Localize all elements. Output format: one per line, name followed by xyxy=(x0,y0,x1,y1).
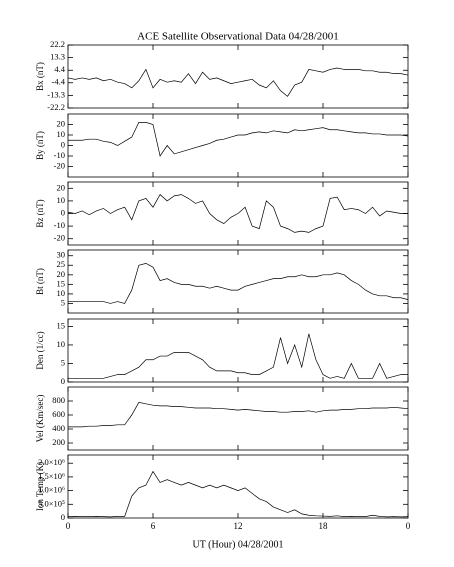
y-tick-label: 5.0×10⁵ xyxy=(38,498,65,508)
y-tick-label: 13.3 xyxy=(50,52,65,62)
y-tick-label: 20 xyxy=(57,182,66,192)
y-tick-label: 600 xyxy=(52,409,65,419)
panel-frame xyxy=(67,249,409,314)
y-tick-label: 25 xyxy=(57,259,66,269)
x-tick-label: 12 xyxy=(234,521,243,531)
y-tick-label: -4.4 xyxy=(52,77,66,87)
x-tick-label: 6 xyxy=(151,521,156,531)
y-axis-label: Ion Temp (K) xyxy=(35,462,45,511)
y-tick-label: 400 xyxy=(52,423,65,433)
y-tick-label: -20 xyxy=(54,233,65,243)
y-tick-label: 4.4 xyxy=(54,64,65,74)
data-line xyxy=(68,262,409,304)
y-tick-label: 10 xyxy=(57,195,66,205)
data-line xyxy=(67,67,409,97)
y-axis-label: Den (1/cc) xyxy=(35,331,45,369)
data-line xyxy=(68,122,409,157)
panel-frame xyxy=(67,44,409,109)
y-tick-label: 5 xyxy=(61,357,65,367)
y-tick-label: 10 xyxy=(57,288,66,298)
y-axis-label: Bx (nT) xyxy=(35,62,45,91)
y-axis-label: By (nT) xyxy=(35,131,45,160)
panel-frame xyxy=(67,386,409,451)
y-tick-label: 1.5×10⁶ xyxy=(38,471,65,481)
y-tick-label: -13.3 xyxy=(47,89,65,99)
y-tick-label: 5 xyxy=(61,297,65,307)
y-tick-label: 2.0×10⁶ xyxy=(38,457,65,467)
panel-frame xyxy=(67,454,409,519)
y-tick-label: 0 xyxy=(61,376,65,386)
y-tick-label: 800 xyxy=(52,395,65,405)
x-tick-label: 0 xyxy=(406,521,411,531)
panel-frame xyxy=(67,113,409,178)
data-line xyxy=(68,402,409,428)
y-tick-label: 15 xyxy=(57,278,66,288)
y-tick-label: 200 xyxy=(52,437,65,447)
chart-title: ACE Satellite Observational Data 04/28/2… xyxy=(137,31,339,43)
y-tick-label: 22.2 xyxy=(50,39,65,49)
x-tick-label: 0 xyxy=(66,521,71,531)
y-axis-label: Bt (nT) xyxy=(35,268,45,295)
data-line xyxy=(67,470,409,518)
y-tick-label: 20 xyxy=(57,118,66,128)
x-tick-label: 18 xyxy=(319,521,329,531)
y-axis-label: Bz (nT) xyxy=(35,199,45,227)
y-tick-label: 30 xyxy=(57,250,66,260)
y-tick-label: 10 xyxy=(57,129,66,139)
y-tick-label: 0 xyxy=(61,207,65,217)
data-line xyxy=(68,333,408,379)
y-tick-label: 15 xyxy=(57,320,66,330)
y-tick-label: -22.2 xyxy=(47,102,65,112)
y-tick-label: 20 xyxy=(57,269,66,279)
y-tick-label: 10 xyxy=(57,339,66,349)
y-tick-label: -10 xyxy=(54,220,65,230)
data-line xyxy=(67,194,408,233)
y-tick-label: 0 xyxy=(61,512,65,522)
y-tick-label: -20 xyxy=(54,160,65,170)
y-tick-label: 0 xyxy=(61,139,65,149)
y-tick-label: -10 xyxy=(54,150,65,160)
y-axis-label: Vel (Km/sec) xyxy=(35,395,45,443)
y-tick-label: 1.0×10⁶ xyxy=(38,485,65,495)
x-axis-label: UT (Hour) 04/28/2001 xyxy=(193,539,284,550)
